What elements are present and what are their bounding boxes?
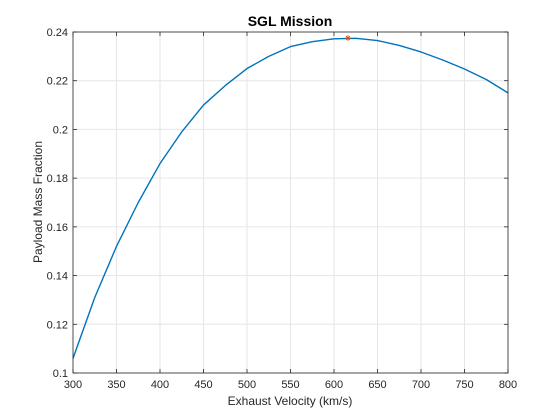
x-tick-label: 700: [412, 379, 430, 391]
y-tick-label: 0.22: [47, 76, 68, 88]
x-tick-label: 300: [64, 379, 82, 391]
x-tick-label: 550: [281, 379, 299, 391]
y-tick-label: 0.24: [47, 27, 68, 39]
chart-title: SGL Mission: [248, 13, 333, 29]
y-tick-label: 0.2: [53, 124, 68, 136]
tick-labels: 300 350 400 450 500 550 600 650 700 750 800 0.1 0.12…: [47, 27, 518, 391]
tick-marks: [72, 31, 509, 374]
optimum-star-marker: [345, 35, 351, 41]
x-tick-label: 500: [238, 379, 256, 391]
y-tick-label: 0.16: [47, 222, 68, 234]
x-tick-label: 450: [194, 379, 212, 391]
x-tick-label: 750: [455, 379, 473, 391]
y-axis-label: Payload Mass Fraction: [31, 141, 45, 263]
x-tick-label: 800: [499, 379, 517, 391]
x-tick-label: 400: [151, 379, 169, 391]
x-tick-label: 650: [368, 379, 386, 391]
x-tick-label: 600: [325, 379, 343, 391]
y-tick-label: 0.12: [47, 319, 68, 331]
y-tick-label: 0.1: [53, 368, 68, 380]
series-layer: [72, 35, 509, 359]
y-tick-label: 0.14: [47, 271, 68, 283]
series-line: [72, 37, 509, 359]
x-tick-label: 350: [107, 379, 125, 391]
x-axis-label: Exhaust Velocity (km/s): [228, 394, 353, 408]
y-tick-label: 0.18: [47, 173, 68, 185]
